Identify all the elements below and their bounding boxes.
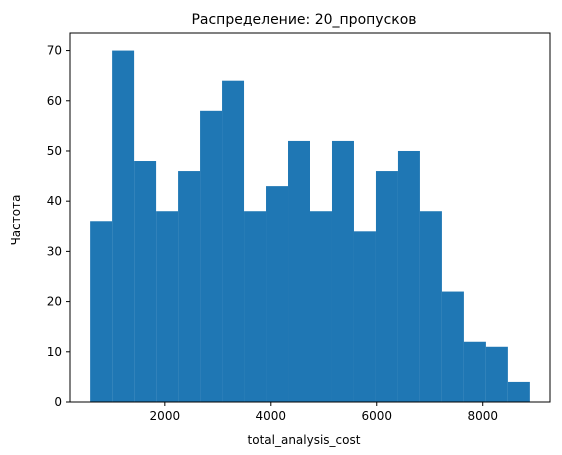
histogram-bar [244, 211, 267, 402]
y-axis-label: Частота [9, 195, 23, 246]
histogram-bar [485, 346, 508, 402]
y-tick-label: 70 [47, 44, 62, 58]
histogram-bar [134, 161, 157, 402]
histogram-bar [419, 211, 442, 402]
plot-frame [69, 32, 551, 403]
histogram-bar [463, 341, 486, 402]
histogram-bar [178, 171, 201, 402]
histogram-bar [200, 110, 223, 402]
histogram-bar [353, 231, 376, 402]
histogram-bar [507, 381, 530, 402]
x-tick-label: 8000 [467, 409, 498, 423]
x-axis-ticks: 2000 4000 6000 8000 [150, 402, 498, 423]
histogram-bar [310, 211, 332, 402]
histogram-bar [331, 140, 354, 402]
histogram-bar [397, 150, 420, 402]
y-tick-label: 0 [54, 395, 62, 409]
y-axis-ticks: 0 10 20 30 40 50 60 70 [47, 44, 70, 409]
y-tick-label: 20 [47, 295, 62, 309]
x-tick-label: 4000 [256, 409, 287, 423]
histogram-bar [441, 291, 464, 402]
histogram-bar [222, 80, 245, 402]
histogram-bar [266, 186, 289, 402]
y-tick-label: 60 [47, 94, 62, 108]
histogram-bar [112, 50, 135, 402]
y-tick-label: 50 [47, 144, 62, 158]
y-tick-label: 10 [47, 345, 62, 359]
histogram-bar [90, 221, 113, 402]
bars-group [90, 50, 530, 402]
histogram-bar [288, 140, 310, 402]
x-tick-label: 6000 [361, 409, 392, 423]
histogram-bar [156, 211, 179, 402]
chart-title: Распределение: 20_пропусков [191, 12, 416, 28]
y-tick-label: 40 [47, 194, 62, 208]
x-axis-label: total_analysis_cost [248, 433, 361, 447]
x-tick-label: 2000 [150, 409, 181, 423]
y-tick-label: 30 [47, 244, 62, 258]
histogram-bar [375, 171, 398, 402]
